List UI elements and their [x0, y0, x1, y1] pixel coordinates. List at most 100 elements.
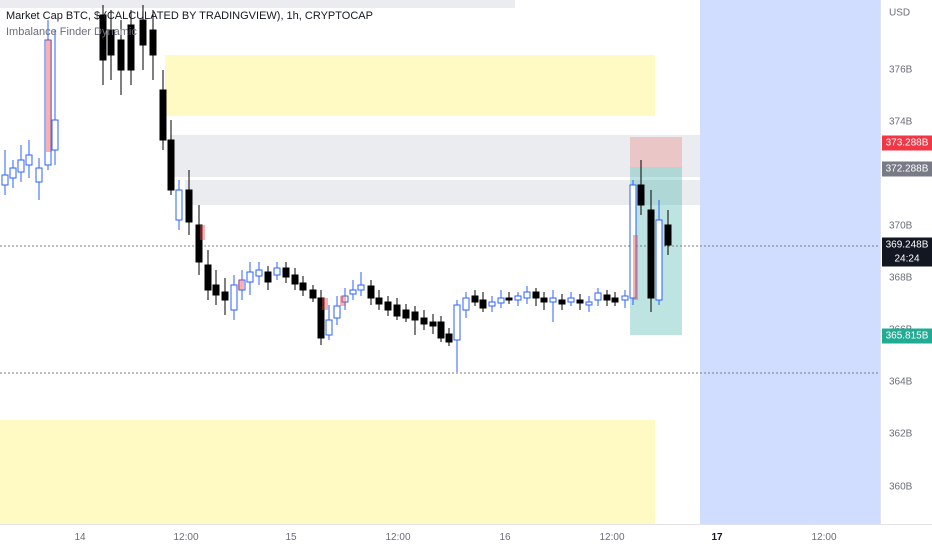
candle-body [611, 297, 619, 303]
currency-label: USD [889, 7, 911, 19]
candle-body [255, 269, 263, 277]
candle-body [367, 285, 375, 299]
imbalance-marker [633, 235, 638, 300]
price-tick: 374B [889, 116, 913, 128]
time-tick: 12:00 [385, 532, 411, 543]
candle-body [230, 284, 238, 311]
candle-body [333, 305, 341, 319]
candle-body [44, 39, 52, 166]
gap-zone-lower [185, 180, 700, 205]
candle-body [282, 267, 290, 278]
candle-body [375, 297, 383, 305]
chart-pane[interactable]: Market Cap BTC, $ (CALCULATED BY TRADING… [0, 0, 880, 524]
price-tick: 376B [889, 64, 913, 76]
candle-body [221, 291, 229, 301]
symbol-title[interactable]: Market Cap BTC, $ (CALCULATED BY TRADING… [6, 10, 373, 22]
candle-body [462, 297, 470, 311]
bar-countdown-label: 24:24 [882, 251, 932, 267]
candle-body [25, 154, 33, 166]
candle-body [429, 321, 437, 327]
candle-body [264, 271, 272, 283]
target-zone[interactable] [630, 137, 682, 167]
candle-body [35, 167, 43, 183]
imbalance-marker [322, 298, 328, 310]
price-axis[interactable]: USD 376B 374B 372B 370B 368B 366B 364B 3… [880, 0, 932, 524]
candle-body [411, 311, 419, 321]
candle-body [117, 39, 125, 71]
candle-body [291, 274, 299, 285]
candle-body [246, 271, 254, 283]
candle-body [637, 184, 645, 206]
candle-body [139, 19, 147, 46]
candlestick-chart[interactable] [0, 0, 880, 524]
imbalance-marker [340, 296, 346, 306]
candle-body [309, 289, 317, 299]
candle-body [629, 184, 637, 299]
stop-price-label[interactable]: 365.815B [882, 328, 932, 344]
candle-body [585, 301, 593, 306]
entry-price-label[interactable]: 372.288B [882, 161, 932, 177]
candle-body [471, 295, 479, 303]
candle-body [655, 219, 663, 301]
candle-body [594, 292, 602, 301]
candle-body [212, 284, 220, 296]
candle-body [149, 29, 157, 56]
candle-body [514, 295, 522, 301]
imbalance-zone-lower [0, 420, 655, 524]
candle-body [558, 299, 566, 305]
chart-legend[interactable]: Market Cap BTC, $ (CALCULATED BY TRADING… [6, 8, 373, 40]
price-tick: 364B [889, 376, 913, 388]
candle-body [532, 291, 540, 299]
price-tick: 368B [889, 272, 913, 284]
last-price-label[interactable]: 369.248B [882, 237, 932, 253]
price-tick: 360B [889, 481, 913, 493]
candle-body [453, 304, 461, 341]
candle-body [167, 139, 175, 191]
candle-body [576, 299, 584, 304]
candles-group [1, 5, 672, 372]
candle-body [325, 319, 333, 336]
candle-body [9, 167, 17, 179]
candle-body [185, 189, 193, 223]
imbalance-marker [46, 40, 52, 152]
imbalance-zone-upper [165, 55, 655, 116]
candle-body [488, 301, 496, 307]
gap-zone-top [0, 0, 515, 8]
candle-body [479, 299, 487, 309]
candle-body [317, 297, 325, 339]
candle-body [603, 294, 611, 301]
candle-body [540, 297, 548, 303]
candle-body [159, 89, 167, 141]
candle-body [127, 24, 135, 71]
time-tick: 15 [285, 532, 297, 543]
indicator-name[interactable]: Imbalance Finder Dynamic [6, 26, 137, 38]
candle-body [567, 297, 575, 303]
candle-body [99, 14, 107, 61]
candle-body [505, 297, 513, 301]
time-axis[interactable]: 14 12:00 15 12:00 16 12:00 17 12:00 [0, 524, 932, 550]
imbalance-marker [238, 280, 244, 290]
candle-body [341, 295, 349, 303]
price-tick: 370B [889, 220, 913, 232]
time-tick: 12:00 [811, 532, 837, 543]
time-tick: 12:00 [599, 532, 625, 543]
candle-body [299, 282, 307, 291]
candle-body [523, 291, 531, 299]
gap-zone-middle [170, 135, 700, 177]
candle-body [402, 309, 410, 319]
candle-body [51, 119, 59, 151]
candle-body [273, 267, 281, 276]
candle-body [621, 295, 629, 301]
candle-body [664, 224, 672, 246]
target-price-label[interactable]: 373.288B [882, 135, 932, 151]
imbalance-marker [200, 225, 205, 240]
candle-body [17, 159, 25, 173]
candle-body [393, 304, 401, 317]
candle-body [175, 189, 183, 221]
candle-body [107, 29, 115, 56]
candle-body [357, 284, 365, 291]
candle-body [445, 333, 453, 343]
candle-body [1, 174, 9, 186]
candle-body [384, 301, 392, 311]
candle-body [549, 297, 557, 303]
